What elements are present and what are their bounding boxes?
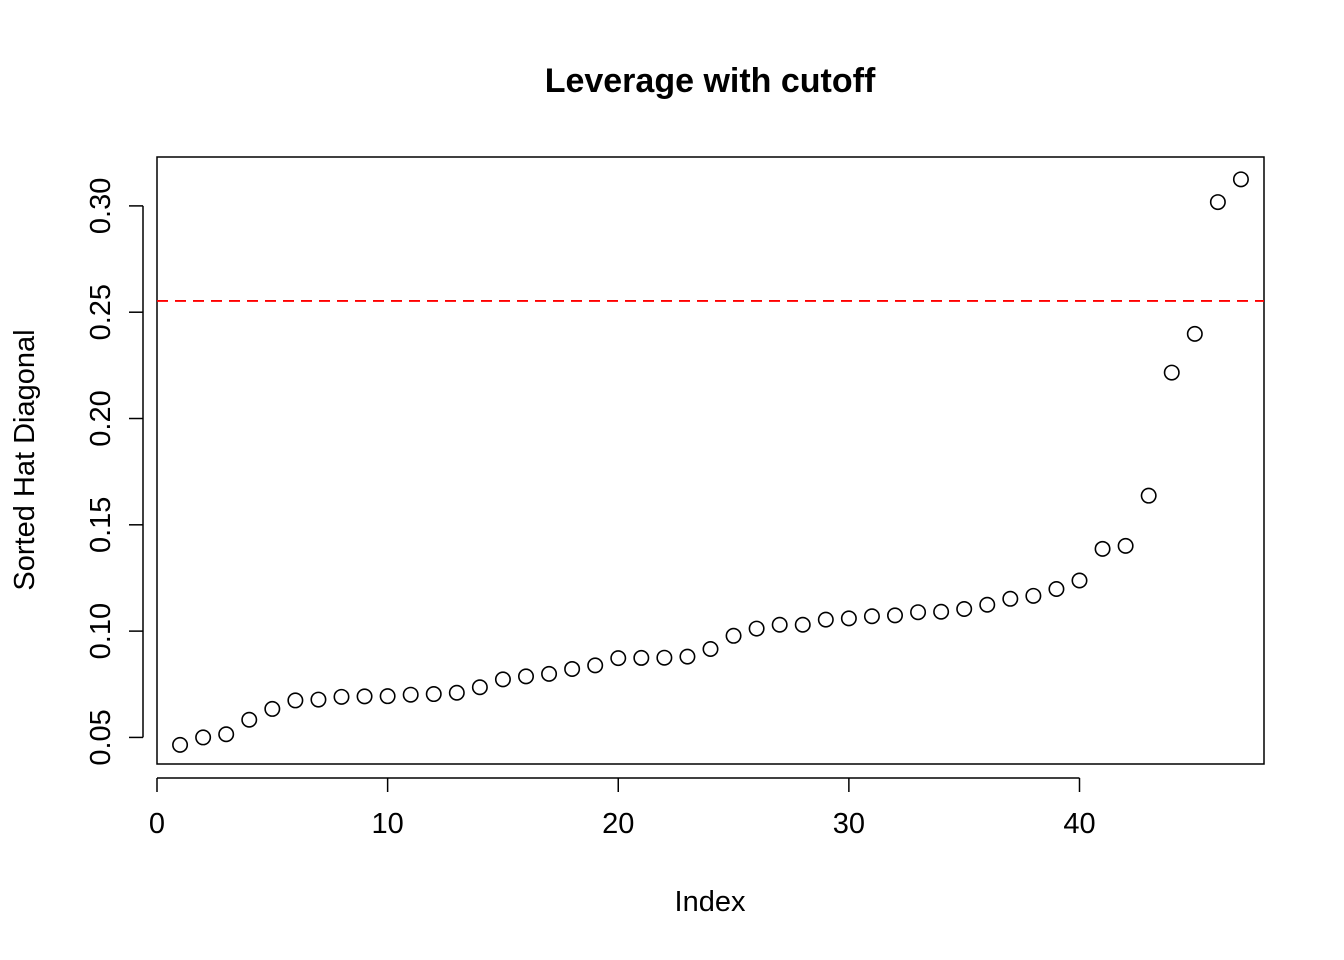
- data-point: [656, 649, 673, 666]
- data-point: [425, 686, 442, 703]
- data-point: [910, 604, 927, 621]
- data-point: [1025, 587, 1042, 604]
- data-point: [471, 679, 488, 696]
- y-tick-label: 0.10: [85, 603, 117, 659]
- data-point: [886, 607, 903, 624]
- data-point: [748, 620, 765, 637]
- chart-title: Leverage with cutoff: [545, 62, 876, 100]
- y-axis: 0.05 0.10 0.15 0.20 0.25 0.30: [85, 178, 144, 766]
- data-point: [794, 616, 811, 633]
- data-point: [1163, 364, 1180, 381]
- data-point: [1186, 325, 1203, 342]
- data-point: [494, 671, 511, 688]
- data-point: [610, 650, 627, 667]
- data-point: [817, 611, 834, 628]
- x-axis: 0 10 20 30 40: [149, 777, 1096, 840]
- data-point: [264, 700, 281, 717]
- data-point: [1071, 572, 1088, 589]
- data-point: [979, 596, 996, 613]
- y-tick-label: 0.25: [85, 284, 117, 340]
- data-point: [356, 688, 373, 705]
- data-point: [541, 665, 558, 682]
- x-axis-label: Index: [675, 886, 746, 918]
- data-point: [863, 608, 880, 625]
- data-point: [702, 640, 719, 657]
- data-point: [633, 649, 650, 666]
- data-point: [379, 688, 396, 705]
- data-point: [564, 660, 581, 677]
- data-point: [771, 616, 788, 633]
- y-tick-label: 0.15: [85, 497, 117, 553]
- data-point: [195, 729, 212, 746]
- data-point: [1209, 194, 1226, 211]
- plot-frame: [156, 156, 1265, 765]
- data-point: [517, 668, 534, 685]
- x-tick-label: 20: [602, 808, 634, 840]
- y-tick-label: 0.30: [85, 178, 117, 234]
- data-point: [1048, 581, 1065, 598]
- data-point: [1094, 540, 1111, 557]
- data-point: [172, 736, 189, 753]
- x-tick-label: 30: [833, 808, 865, 840]
- data-point: [956, 601, 973, 618]
- data-point: [1232, 171, 1249, 188]
- data-point: [333, 688, 350, 705]
- x-tick-label: 10: [371, 808, 403, 840]
- x-tick-label: 0: [149, 808, 165, 840]
- data-point: [679, 648, 696, 665]
- data-point: [587, 657, 604, 674]
- data-point: [218, 726, 235, 743]
- data-point: [448, 684, 465, 701]
- data-point: [402, 686, 419, 703]
- data-point: [840, 610, 857, 627]
- data-points: [172, 171, 1249, 753]
- data-point: [287, 692, 304, 709]
- x-tick-label: 40: [1063, 808, 1095, 840]
- y-tick-label: 0.20: [85, 390, 117, 446]
- data-point: [241, 711, 258, 728]
- y-axis-label: Sorted Hat Diagonal: [9, 329, 41, 590]
- data-point: [725, 627, 742, 644]
- data-point: [1140, 487, 1157, 504]
- y-tick-label: 0.05: [85, 709, 117, 765]
- data-point: [1002, 590, 1019, 607]
- data-point: [1117, 537, 1134, 554]
- data-point: [933, 603, 950, 620]
- data-point: [310, 691, 327, 708]
